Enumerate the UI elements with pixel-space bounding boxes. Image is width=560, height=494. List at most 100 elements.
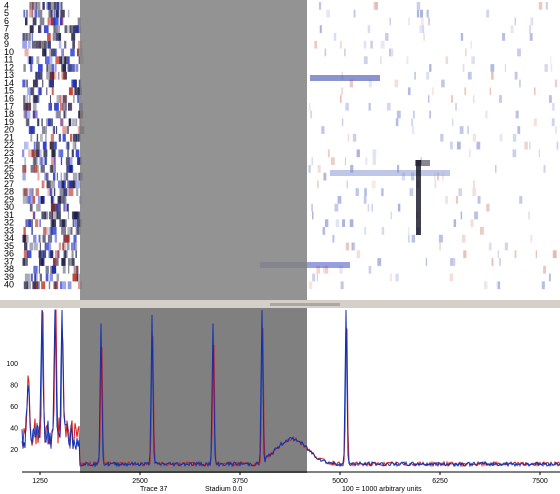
band [333, 33, 337, 41]
band [72, 180, 77, 189]
lane-label: 24 [4, 156, 14, 166]
band [74, 87, 79, 96]
band [61, 258, 66, 266]
band [68, 118, 72, 127]
band [62, 133, 66, 142]
band [406, 56, 409, 65]
band [317, 180, 319, 189]
band [25, 17, 28, 26]
band [46, 87, 48, 96]
band [59, 102, 64, 111]
band [47, 2, 51, 10]
band [39, 157, 43, 165]
lane-label-bg [0, 196, 22, 204]
band [59, 196, 65, 204]
band [59, 149, 64, 158]
band [33, 95, 39, 103]
band [51, 48, 56, 57]
band [68, 25, 72, 34]
band [438, 234, 443, 243]
band [353, 9, 356, 18]
band [28, 149, 32, 158]
band [322, 265, 325, 274]
band [34, 273, 37, 282]
band [394, 79, 399, 88]
band [445, 196, 448, 204]
band [76, 180, 82, 189]
band [50, 133, 55, 142]
band [50, 9, 52, 18]
lane-label: 5 [4, 8, 9, 18]
band [78, 56, 80, 65]
band [473, 180, 475, 189]
lane-label: 23 [4, 148, 14, 158]
band [29, 203, 33, 212]
band [66, 164, 69, 173]
band [27, 141, 29, 150]
band [52, 33, 58, 41]
band [57, 196, 61, 204]
status-stadium: Stadium 0.0 [205, 486, 242, 493]
band [50, 180, 56, 189]
x-tick-label: 7500 [532, 478, 548, 485]
band [391, 48, 394, 57]
band [499, 133, 503, 142]
lane-label: 40 [4, 280, 14, 290]
band [316, 265, 321, 274]
band [512, 133, 517, 142]
band [352, 133, 357, 142]
band [26, 281, 32, 290]
band [58, 56, 63, 65]
band [485, 110, 488, 119]
band [68, 157, 73, 165]
band [434, 180, 437, 189]
band [23, 33, 26, 41]
band [555, 126, 557, 134]
band [27, 40, 31, 49]
band [461, 234, 466, 243]
band [22, 196, 28, 204]
band [321, 126, 325, 134]
lane-label-bg [0, 211, 22, 220]
band [364, 188, 367, 196]
band [318, 2, 322, 10]
band [467, 71, 472, 80]
lane-label-bg [0, 2, 22, 10]
band [541, 281, 545, 290]
band [47, 33, 51, 41]
band [339, 265, 343, 274]
band [67, 258, 71, 266]
lane-label: 18 [4, 109, 14, 119]
band [548, 273, 551, 282]
band [396, 164, 400, 173]
lane-label: 4 [4, 0, 9, 10]
lane-label-bg [0, 25, 22, 34]
band [26, 118, 30, 127]
band [556, 141, 559, 150]
band [69, 87, 72, 96]
band [58, 40, 62, 49]
band [57, 110, 61, 119]
band [61, 48, 64, 57]
band [26, 79, 29, 88]
band [32, 102, 37, 111]
band [23, 281, 29, 290]
band [416, 9, 420, 18]
band [64, 250, 68, 259]
band [37, 196, 43, 204]
band [59, 188, 65, 196]
selection-bottom[interactable] [80, 308, 307, 473]
band [47, 40, 51, 49]
band [39, 17, 45, 26]
band [347, 133, 350, 142]
band [502, 33, 506, 41]
band [340, 40, 342, 49]
band [74, 265, 78, 274]
selection-top[interactable] [80, 0, 307, 300]
band [29, 2, 32, 10]
band [63, 172, 68, 181]
band [422, 25, 425, 34]
band [33, 157, 38, 165]
band [63, 188, 68, 196]
